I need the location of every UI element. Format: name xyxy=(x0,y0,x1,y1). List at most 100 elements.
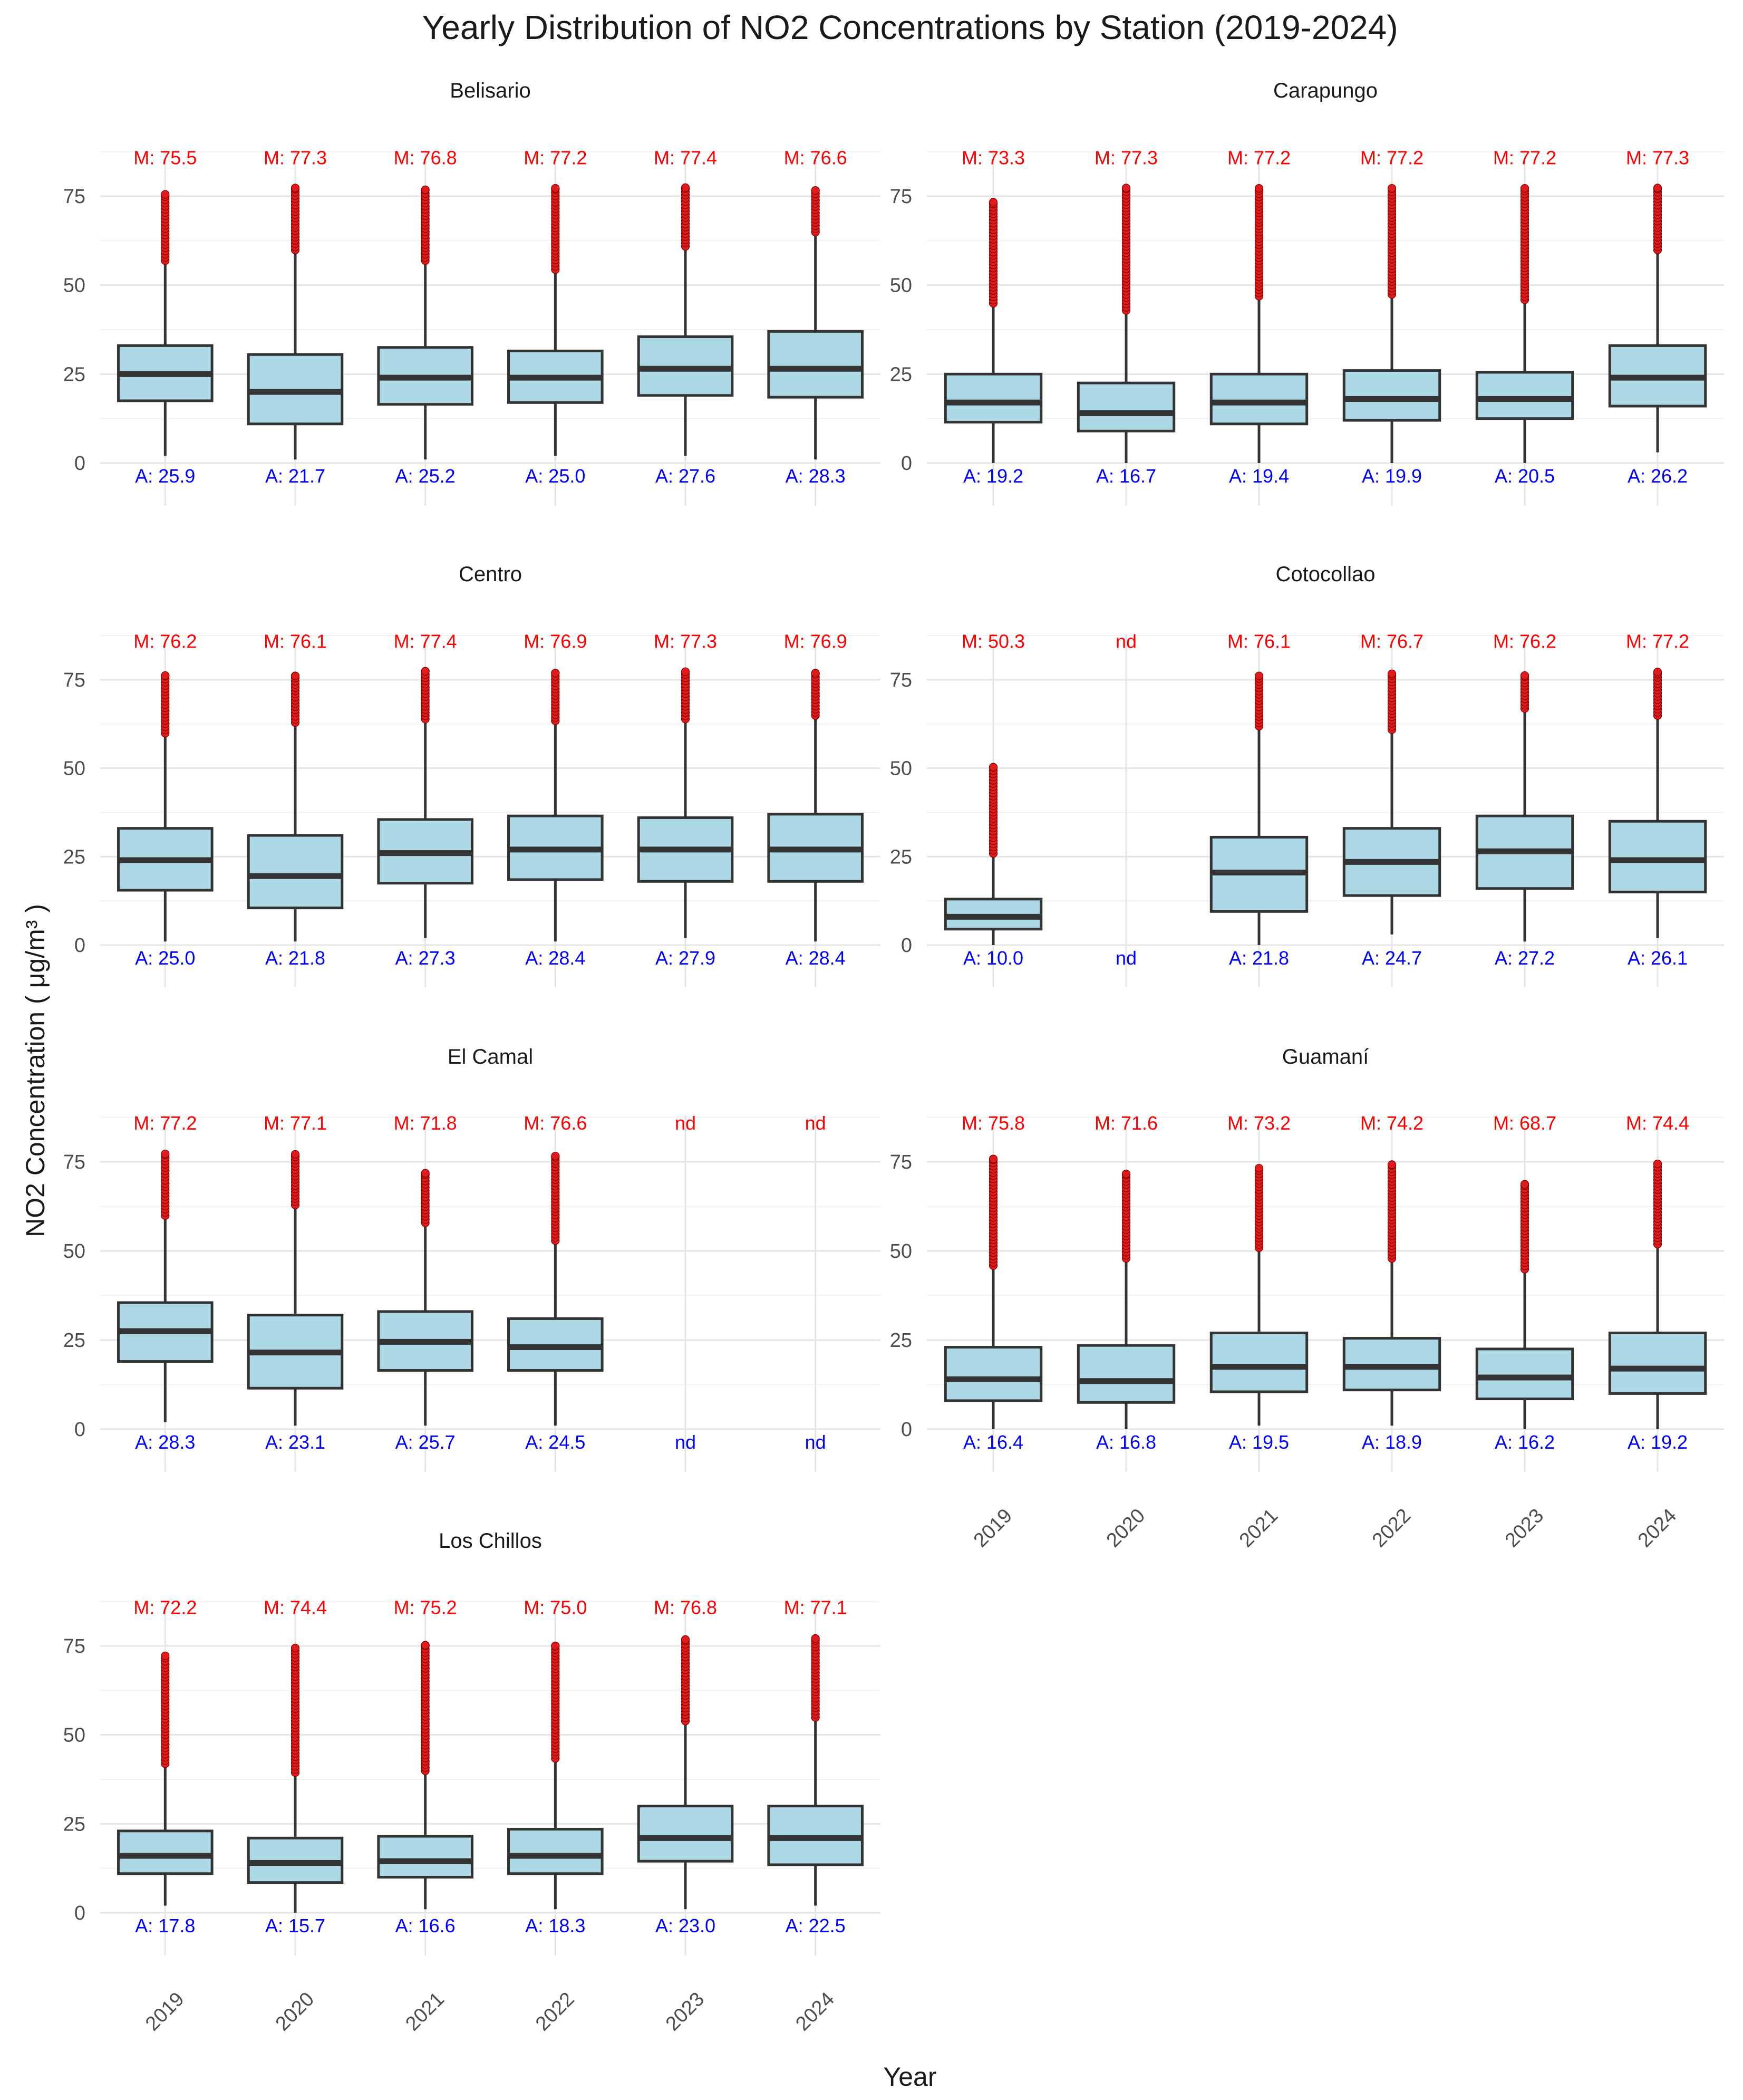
x-tick-label: 2020 xyxy=(272,1988,318,2035)
mean-label: A: 21.8 xyxy=(1229,947,1289,969)
y-tick-label: 75 xyxy=(890,669,912,691)
max-label: M: 50.3 xyxy=(962,631,1025,652)
max-label: M: 68.7 xyxy=(1493,1112,1556,1134)
mean-label: nd xyxy=(805,1431,826,1453)
max-label: M: 76.9 xyxy=(524,631,587,652)
y-tick-label: 75 xyxy=(63,669,85,691)
box xyxy=(377,1835,473,1879)
outlier-point xyxy=(1121,184,1131,192)
outlier-point xyxy=(421,667,430,676)
outlier-point xyxy=(1520,1180,1529,1189)
outlier-point xyxy=(1653,1159,1662,1169)
panel-title: Guamaní xyxy=(1282,1045,1369,1068)
y-axis-label: NO2 Concentration ( μg/m³ ) xyxy=(21,904,50,1237)
max-label: M: 73.3 xyxy=(962,147,1025,168)
max-label: M: 77.3 xyxy=(264,147,327,168)
y-tick-label: 50 xyxy=(63,275,85,297)
box xyxy=(1475,1347,1574,1401)
panel-cotocollao: Cotocollao 0 25 50 75 M: 50.3 A: 10.0 nd nd M: 76… xyxy=(890,563,1724,988)
mean-label: A: 19.5 xyxy=(1229,1431,1289,1453)
box xyxy=(1608,1331,1707,1395)
x-tick-label: 2022 xyxy=(531,1988,578,2035)
y-tick-label: 75 xyxy=(63,186,85,208)
outlier-point xyxy=(421,1169,430,1178)
box xyxy=(944,1346,1043,1402)
mean-label: A: 27.9 xyxy=(655,947,715,969)
mean-label: A: 25.9 xyxy=(135,465,195,487)
outlier-point xyxy=(551,1641,560,1651)
y-tick-label: 50 xyxy=(890,275,912,297)
max-label: M: 76.2 xyxy=(1493,631,1556,652)
mean-label: nd xyxy=(675,1431,696,1453)
max-label: M: 77.3 xyxy=(654,631,717,652)
panel-title: Los Chillos xyxy=(439,1529,542,1553)
mean-label: A: 15.7 xyxy=(265,1915,325,1937)
outlier-point xyxy=(1653,668,1662,677)
y-tick-label: 75 xyxy=(63,1151,85,1173)
mean-label: A: 27.3 xyxy=(395,947,456,969)
x-tick-label: 2024 xyxy=(1634,1505,1681,1552)
mean-label: A: 21.7 xyxy=(265,465,325,487)
y-tick-label: 25 xyxy=(890,1330,912,1352)
max-label: M: 77.2 xyxy=(133,1112,197,1134)
mean-label: A: 25.0 xyxy=(135,947,195,969)
y-tick-label: 75 xyxy=(890,186,912,208)
max-label: M: 77.3 xyxy=(1626,147,1689,168)
panel-los-chillos: Los Chillos 0 25 50 75 M: 72.2 A: 17.8 M: 74.4 A… xyxy=(63,1529,880,2035)
mean-label: A: 10.0 xyxy=(963,947,1023,969)
chart-title: Yearly Distribution of NO2 Concentration… xyxy=(422,8,1398,46)
y-tick-label: 25 xyxy=(63,1813,85,1835)
y-tick-label: 25 xyxy=(63,363,85,386)
mean-label: A: 24.5 xyxy=(525,1431,585,1453)
mean-label: A: 26.1 xyxy=(1628,947,1688,969)
mean-label: A: 18.3 xyxy=(525,1915,585,1937)
x-tick-label: 2023 xyxy=(662,1988,709,2035)
max-label: M: 72.2 xyxy=(133,1596,197,1618)
max-label: M: 77.1 xyxy=(264,1112,327,1134)
box xyxy=(507,1827,604,1875)
outlier-point xyxy=(1387,669,1397,678)
x-tick-label: 2023 xyxy=(1501,1505,1548,1552)
box xyxy=(1475,371,1574,420)
outlier-point xyxy=(1254,671,1264,680)
outlier-point xyxy=(681,183,690,192)
outlier-point xyxy=(1520,671,1529,680)
max-label: nd xyxy=(1116,631,1137,652)
y-tick-label: 25 xyxy=(63,1330,85,1352)
max-label: M: 77.2 xyxy=(1360,147,1424,168)
box xyxy=(1077,1344,1176,1404)
y-tick-label: 50 xyxy=(63,1240,85,1263)
max-label: M: 77.3 xyxy=(1095,147,1158,168)
mean-label: A: 18.9 xyxy=(1362,1431,1422,1453)
max-label: M: 77.1 xyxy=(784,1596,847,1618)
panel-centro: Centro 0 25 50 75 M: 76.2 A: 25.0 M: 76.1 A: 21.… xyxy=(63,563,880,988)
max-label: M: 73.2 xyxy=(1227,1112,1291,1134)
panel-title: Cotocollao xyxy=(1275,563,1375,586)
max-label: M: 76.8 xyxy=(394,147,457,168)
y-tick-label: 0 xyxy=(901,452,912,475)
max-label: M: 75.0 xyxy=(524,1596,587,1618)
panel-carapungo: Carapungo 0 25 50 75 M: 73.3 A: 19.2 M: 77.3 A: … xyxy=(890,79,1724,506)
outlier-point xyxy=(551,669,560,678)
box xyxy=(944,372,1043,423)
max-label: M: 77.2 xyxy=(1227,147,1291,168)
mean-label: A: 16.2 xyxy=(1495,1431,1555,1453)
max-label: M: 77.4 xyxy=(394,631,457,652)
outlier-point xyxy=(1653,184,1662,192)
max-label: M: 76.9 xyxy=(784,631,847,652)
y-tick-label: 50 xyxy=(890,1240,912,1263)
max-label: M: 74.4 xyxy=(1626,1112,1689,1134)
y-tick-label: 75 xyxy=(63,1635,85,1658)
mean-label: A: 17.8 xyxy=(135,1915,195,1937)
max-label: M: 76.7 xyxy=(1360,631,1424,652)
max-label: M: 77.2 xyxy=(1493,147,1556,168)
box xyxy=(117,1829,214,1875)
box xyxy=(1077,381,1176,432)
mean-label: A: 28.3 xyxy=(786,465,846,487)
outlier-point xyxy=(551,1152,560,1161)
outlier-point xyxy=(161,1150,170,1159)
max-label: M: 74.2 xyxy=(1360,1112,1424,1134)
outlier-point xyxy=(421,1641,430,1650)
outlier-point xyxy=(290,1643,300,1653)
